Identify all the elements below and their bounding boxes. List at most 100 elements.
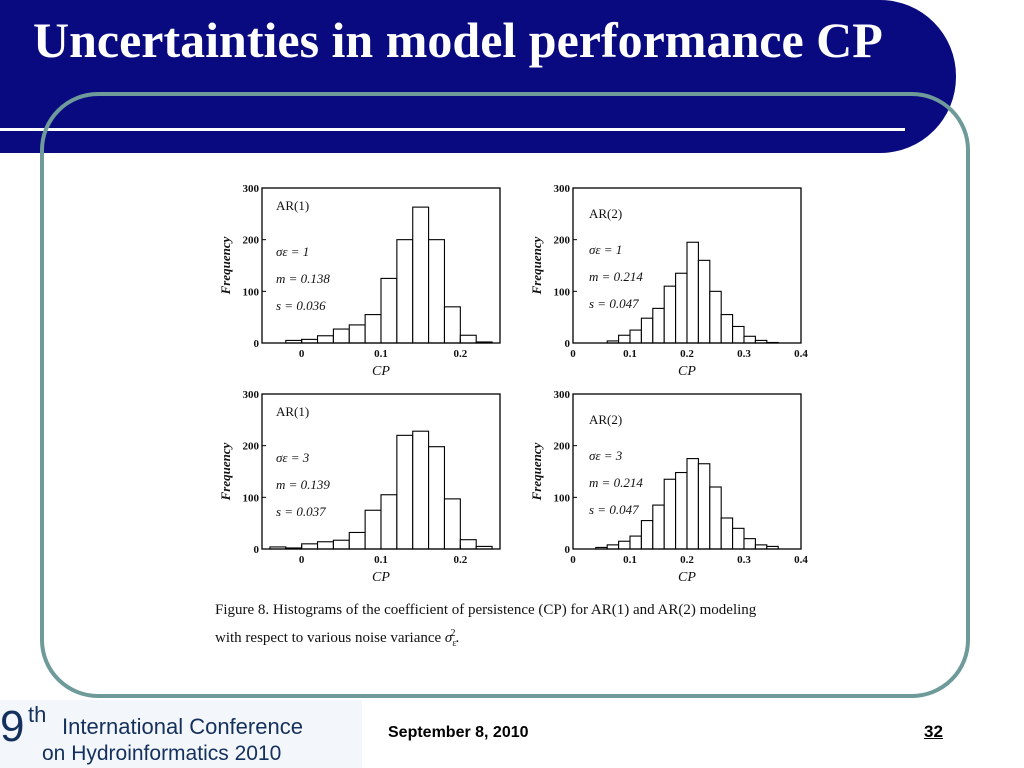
histogram-bar bbox=[316, 335, 334, 344]
logo-ordinal: th bbox=[28, 702, 47, 727]
x-tick-label: 0 bbox=[299, 348, 305, 360]
histogram-bar bbox=[663, 285, 677, 344]
histogram-bar bbox=[629, 329, 642, 344]
figure-caption: Figure 8. Histograms of the coefficient … bbox=[215, 598, 835, 656]
caption-sigma-superscript: 2 bbox=[450, 628, 456, 639]
x-axis-label: CP bbox=[678, 570, 696, 585]
x-tick-label: 0.4 bbox=[794, 554, 808, 566]
histogram-bar bbox=[459, 334, 477, 344]
histogram-bar bbox=[380, 277, 398, 344]
histogram-bar bbox=[709, 290, 722, 344]
histogram-bar bbox=[743, 538, 756, 550]
y-tick-label: 0 bbox=[254, 338, 260, 350]
histogram-bar bbox=[663, 478, 677, 550]
logo-line-1: International Conference bbox=[62, 714, 303, 739]
x-axis-label: CP bbox=[372, 570, 390, 585]
histogram-bar bbox=[618, 334, 631, 344]
histogram-bar bbox=[428, 446, 446, 550]
histogram-bar bbox=[396, 434, 414, 550]
stats-annotation: m = 0.138 bbox=[276, 271, 330, 286]
y-tick-label: 300 bbox=[554, 389, 571, 401]
histogram-bar bbox=[364, 314, 382, 344]
histogram-bar bbox=[332, 539, 350, 550]
histogram-bar bbox=[640, 317, 654, 344]
conference-logo: 9 th International Conference on Hydroin… bbox=[0, 700, 362, 768]
histogram-bar bbox=[732, 325, 745, 344]
y-tick-label: 100 bbox=[554, 492, 571, 504]
stats-annotation: σε = 3 bbox=[276, 450, 310, 465]
x-tick-label: 0.3 bbox=[737, 348, 751, 360]
stats-annotation: σε = 1 bbox=[589, 242, 622, 257]
x-tick-label: 0.2 bbox=[453, 348, 467, 360]
slide-title: Uncertainties in model performance CP bbox=[33, 12, 883, 68]
x-tick-label: 0.1 bbox=[623, 348, 637, 360]
histogram-bar bbox=[348, 324, 366, 344]
histogram-bar bbox=[428, 239, 446, 344]
x-tick-label: 0 bbox=[570, 554, 576, 566]
y-axis-label: Frequency bbox=[218, 236, 233, 295]
histogram-bar bbox=[686, 241, 699, 344]
histogram-panels: 0 100 200 300 0 0.1 0.2 CP Frequency AR(1) σε = 1 m… bbox=[218, 183, 808, 585]
model-label: AR(2) bbox=[589, 412, 622, 427]
y-axis-label: Frequency bbox=[529, 236, 544, 295]
y-tick-label: 200 bbox=[554, 235, 571, 247]
stats-annotation: m = 0.214 bbox=[589, 475, 643, 490]
histogram-bar bbox=[412, 430, 430, 550]
content-frame bbox=[40, 92, 970, 698]
histogram-bar bbox=[301, 543, 319, 550]
x-tick-label: 0.2 bbox=[680, 554, 694, 566]
histogram-bar bbox=[652, 307, 665, 344]
histogram-bar bbox=[316, 541, 334, 550]
stats-annotation: σε = 3 bbox=[589, 448, 623, 463]
x-axis-label: CP bbox=[678, 364, 696, 379]
histogram-bar bbox=[443, 498, 461, 550]
histogram-bar bbox=[697, 463, 711, 550]
caption-line-2: with respect to various noise variance σ… bbox=[215, 622, 835, 656]
histogram-bar bbox=[380, 494, 398, 550]
y-tick-label: 100 bbox=[243, 492, 260, 504]
y-tick-label: 100 bbox=[243, 286, 260, 298]
caption-line-2-text: with respect to various noise variance bbox=[215, 630, 445, 646]
x-tick-label: 0 bbox=[299, 554, 305, 566]
histogram-bar bbox=[720, 517, 734, 550]
histogram-bar bbox=[675, 471, 688, 550]
x-tick-label: 0 bbox=[570, 348, 576, 360]
histogram-bar bbox=[743, 335, 756, 344]
y-tick-label: 300 bbox=[243, 183, 260, 195]
x-tick-label: 0.1 bbox=[623, 554, 637, 566]
y-axis-label: Frequency bbox=[218, 442, 233, 501]
y-tick-label: 200 bbox=[243, 235, 260, 247]
y-axis-label: Frequency bbox=[529, 442, 544, 501]
histogram-bar bbox=[697, 259, 711, 344]
histogram-bar bbox=[640, 520, 654, 550]
histogram-bar bbox=[364, 509, 382, 550]
y-tick-label: 0 bbox=[565, 544, 571, 556]
x-tick-label: 0.4 bbox=[794, 348, 808, 360]
title-bar: Uncertainties in model performance CP bbox=[0, 0, 956, 153]
y-tick-label: 300 bbox=[554, 183, 571, 195]
caption-sigma-symbol: σ bbox=[444, 630, 453, 646]
x-axis-label: CP bbox=[372, 364, 390, 379]
y-tick-label: 300 bbox=[243, 389, 260, 401]
caption-line-2-end: . bbox=[455, 630, 460, 646]
histogram-bar bbox=[618, 540, 631, 550]
caption-sigma-subscript: ε bbox=[452, 638, 457, 649]
stats-annotation: m = 0.214 bbox=[589, 269, 643, 284]
histogram-bar bbox=[732, 527, 745, 550]
histogram-bar bbox=[332, 328, 350, 344]
stats-annotation: s = 0.047 bbox=[589, 296, 639, 311]
caption-line-1: Figure 8. Histograms of the coefficient … bbox=[215, 602, 757, 618]
histogram-bar bbox=[686, 458, 699, 550]
histogram-bar bbox=[459, 539, 477, 550]
x-tick-label: 0.3 bbox=[737, 554, 751, 566]
x-tick-label: 0.1 bbox=[374, 554, 388, 566]
model-label: AR(2) bbox=[589, 206, 622, 221]
title-underline bbox=[0, 128, 905, 131]
histogram-bar bbox=[675, 272, 688, 344]
footer-date: September 8, 2010 bbox=[388, 724, 529, 741]
x-tick-label: 0.1 bbox=[374, 348, 388, 360]
stats-annotation: s = 0.036 bbox=[276, 298, 326, 313]
stats-annotation: s = 0.037 bbox=[276, 504, 326, 519]
y-tick-label: 100 bbox=[554, 286, 571, 298]
